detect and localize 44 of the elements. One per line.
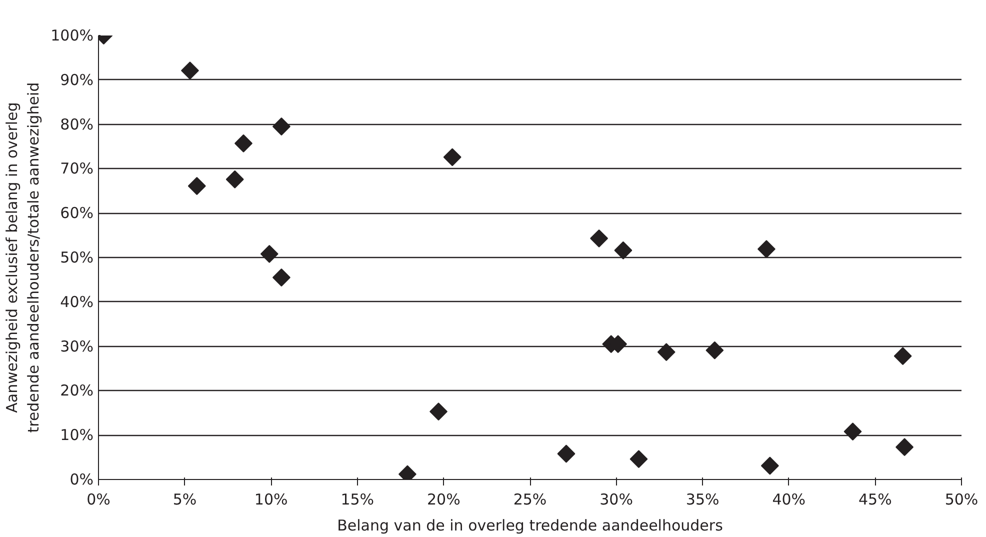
y-tick-label: 0% — [70, 470, 94, 488]
y-axis-title: Aanwezigheid exclusief belang in overleg tredende aandeelhouders/totale aanwezigheid — [3, 82, 43, 433]
point — [180, 62, 199, 80]
x-tick-label: 40% — [772, 490, 806, 508]
y-tick-label: 100% — [50, 26, 94, 44]
y-tick-label: 70% — [60, 160, 94, 178]
point — [844, 422, 862, 441]
y-tick-label: 60% — [60, 204, 94, 222]
x-tick-label: 15% — [340, 490, 374, 508]
x-tick-label: 20% — [427, 490, 460, 508]
y-tick-label: 50% — [60, 248, 94, 266]
point — [894, 347, 912, 366]
point — [760, 456, 779, 475]
x-tick-label: 50% — [944, 490, 978, 508]
point — [430, 402, 448, 421]
y-tick-label: 20% — [60, 382, 94, 400]
x-tick-label: 35% — [686, 490, 720, 508]
x-tick-label: 0% — [86, 490, 110, 508]
point — [234, 134, 252, 152]
x-tick-label: 30% — [600, 490, 633, 508]
point — [614, 241, 632, 260]
point — [226, 170, 244, 188]
point — [443, 148, 462, 166]
y-tick-label: 30% — [60, 337, 94, 356]
y-tick-label: 90% — [60, 70, 94, 89]
point — [557, 444, 576, 463]
x-tick-label: 25% — [513, 490, 547, 508]
y-tick-label: 80% — [60, 115, 94, 134]
point — [896, 438, 914, 456]
point — [657, 343, 676, 362]
point — [706, 341, 724, 360]
point — [630, 450, 648, 468]
x-tick-label: 45% — [858, 490, 892, 508]
point — [272, 118, 290, 136]
x-tick-label: 5% — [172, 490, 197, 508]
point — [260, 244, 278, 263]
x-tick-label: 10% — [254, 490, 288, 508]
y-tick-label: 40% — [60, 292, 94, 311]
point — [757, 240, 776, 258]
point — [188, 177, 206, 195]
y-tick-label: 10% — [60, 426, 94, 444]
x-axis-title: Belang van de in overleg tredende aandeelhouders — [337, 516, 724, 534]
point — [590, 229, 608, 248]
point — [272, 268, 290, 286]
